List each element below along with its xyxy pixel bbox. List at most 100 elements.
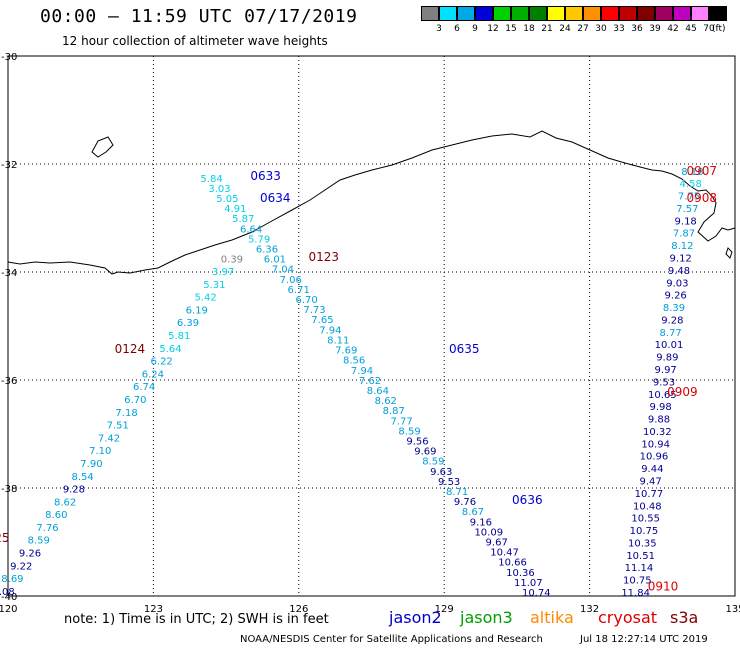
satellite-name-s3a: s3a xyxy=(670,608,699,627)
legend-swatch xyxy=(547,6,565,21)
legend-swatch xyxy=(529,6,547,21)
wave-height-value: 8.62 xyxy=(54,497,76,508)
wave-height-value: 5.05 xyxy=(216,194,238,205)
legend-swatch xyxy=(583,6,601,21)
x-tick-label: 132 xyxy=(580,604,599,615)
legend-label: 12 xyxy=(487,24,499,34)
legend-label: 42 xyxy=(667,24,679,34)
legend-swatch xyxy=(565,6,583,21)
wave-height-value: 9.67 xyxy=(486,537,508,548)
wave-height-value: 5.81 xyxy=(168,331,190,342)
y-tick-label: -30 xyxy=(1,52,17,63)
wave-height-value: 6.70 xyxy=(295,295,317,306)
wave-height-value: 8.71 xyxy=(446,487,468,498)
satellite-name-jason3: jason3 xyxy=(460,608,513,627)
wave-height-value: 10.01 xyxy=(655,340,684,351)
wave-height-value: 11.84 xyxy=(621,588,650,599)
satellite-name-jason2: jason2 xyxy=(389,608,442,627)
y-tick-label: -36 xyxy=(1,376,17,387)
pass-time-label: 0125 xyxy=(0,531,9,545)
wave-height-value: 10.36 xyxy=(506,568,535,579)
y-tick-label: -34 xyxy=(1,268,17,279)
wave-height-value: 7.06 xyxy=(280,275,302,286)
pass-time-label: 0636 xyxy=(512,493,543,507)
wave-height-value: 10.74 xyxy=(522,588,551,599)
island-2 xyxy=(725,247,733,259)
y-tick-label: -32 xyxy=(1,160,17,171)
wave-height-value: 9.53 xyxy=(653,377,675,388)
pass-time-label: 0909 xyxy=(667,385,698,399)
wave-height-value: 7.18 xyxy=(115,408,137,419)
wave-height-value: 7.62 xyxy=(359,376,381,387)
wave-height-value: 7.10 xyxy=(89,446,111,457)
wave-height-value: 9.48 xyxy=(668,266,690,277)
legend-swatch xyxy=(673,6,691,21)
legend-label: 24 xyxy=(559,24,571,34)
wave-height-value: 7.77 xyxy=(391,416,413,427)
pass-time-label: 0635 xyxy=(449,342,480,356)
wave-height-value: 7.51 xyxy=(107,421,129,432)
wave-height-value: 8.67 xyxy=(462,507,484,518)
wave-height-value: 4.91 xyxy=(224,204,246,215)
wave-height-value: 6.19 xyxy=(186,305,208,316)
legend-swatch xyxy=(475,6,493,21)
wave-height-value: 6.71 xyxy=(288,285,310,296)
wave-height-value: 8.39 xyxy=(663,303,685,314)
wave-height-value: 5.42 xyxy=(194,293,216,304)
wave-height-value: 7.90 xyxy=(80,459,102,470)
wave-height-value: 6.24 xyxy=(142,369,164,380)
wave-height-value: 3.97 xyxy=(212,267,234,278)
wave-height-value: 10.66 xyxy=(498,558,527,569)
pass-time-label: 0910 xyxy=(648,580,679,594)
altimeter-tracks: 0.39 3.97 5.31 5.426.19 6.39 5.81 5.64 6.226.24… xyxy=(0,167,703,599)
wave-height-value: 11.14 xyxy=(625,563,654,574)
legend-label: 21 xyxy=(541,24,553,34)
wave-height-value: 7.69 xyxy=(335,346,357,357)
pass-time-label: 0634 xyxy=(260,191,291,205)
wave-height-value: 3.03 xyxy=(208,184,230,195)
x-tick-label: 129 xyxy=(435,604,454,615)
wave-height-value: 8.60 xyxy=(45,510,67,521)
wave-height-value: 7.94 xyxy=(319,325,341,336)
wave-height-value: 10.09 xyxy=(474,527,503,538)
wave-height-value: 8.59 xyxy=(398,426,420,437)
legend-swatch xyxy=(601,6,619,21)
legend-label: 6 xyxy=(454,24,460,34)
wave-height-value: 6.70 xyxy=(124,395,146,406)
wave-height-value: 9.63 xyxy=(430,467,452,478)
coastline-main xyxy=(7,130,736,275)
wave-height-value: 7.75 xyxy=(678,192,700,203)
wave-height-value: 8.54 xyxy=(72,472,94,483)
x-tick-label: 123 xyxy=(144,604,163,615)
wave-height-value: 9.76 xyxy=(454,497,476,508)
legend-swatch xyxy=(709,6,727,21)
legend-label: 18 xyxy=(523,24,535,34)
wave-height-value: 5.64 xyxy=(159,344,181,355)
wave-height-value: 6.39 xyxy=(177,318,199,329)
credit-line: NOAA/NESDIS Center for Satellite Applica… xyxy=(240,634,543,645)
wave-height-value: 7.04 xyxy=(272,265,294,276)
legend-swatch xyxy=(691,6,709,21)
wave-height-value: 6.22 xyxy=(151,357,173,368)
legend-swatch xyxy=(637,6,655,21)
legend-label: 39 xyxy=(649,24,661,34)
wave-height-value: 9.12 xyxy=(670,254,692,265)
y-tick-label: -40 xyxy=(1,592,17,603)
wave-height-value: 9.03 xyxy=(666,278,688,289)
wave-height-value: 8.77 xyxy=(660,328,682,339)
pass-time-label: 0633 xyxy=(250,169,281,183)
legend-label: 33 xyxy=(613,24,625,34)
wave-height-value: 8.12 xyxy=(671,241,693,252)
wave-height-value: 9.47 xyxy=(640,477,662,488)
pass-time-label: 0123 xyxy=(308,250,339,264)
wave-height-value: 9.28 xyxy=(661,315,683,326)
wave-height-value: 10.55 xyxy=(631,514,660,525)
wave-height-value: 10.48 xyxy=(633,501,662,512)
map-title: 00:00 – 11:59 UTC 07/17/2019 xyxy=(40,6,358,27)
legend-label: 36 xyxy=(631,24,643,34)
wave-height-value: 8.64 xyxy=(367,386,389,397)
wave-height-value: 9.69 xyxy=(414,447,436,458)
grid-lines xyxy=(8,56,735,596)
legend-label: 15 xyxy=(505,24,517,34)
y-tick-label: -38 xyxy=(1,484,17,495)
